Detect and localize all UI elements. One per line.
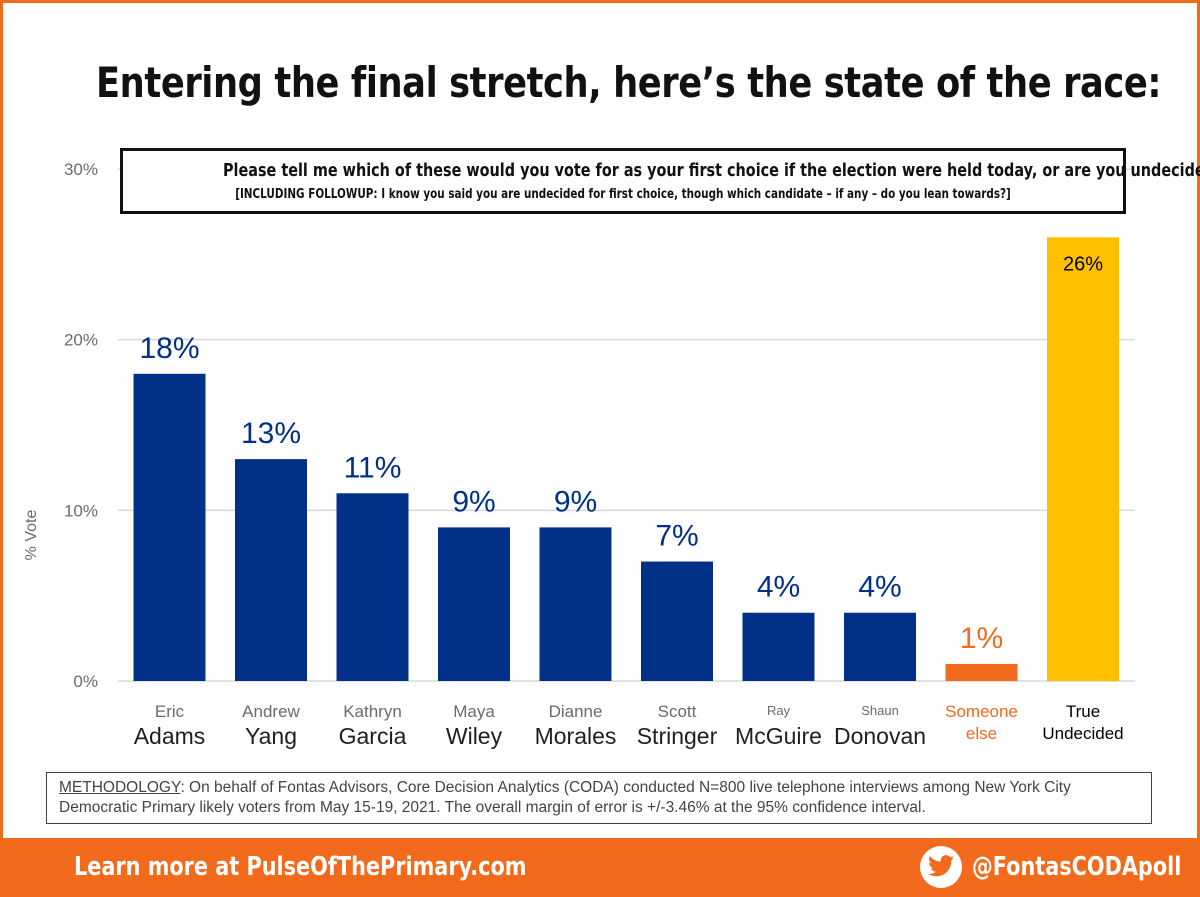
x-axis-labels: Eric Adams Andrew Yang Kathryn Garcia Maya Wile… [134, 702, 1124, 749]
data-label: 4% [858, 571, 901, 604]
y-axis-label: % Vote [23, 510, 40, 561]
y-tick-label: 10% [64, 501, 98, 520]
x-label-bottom: Morales [535, 723, 617, 749]
methodology-label: METHODOLOGY [59, 779, 181, 796]
bar [945, 663, 1018, 681]
data-label: 9% [554, 485, 597, 518]
data-label: 7% [655, 520, 698, 553]
x-label-bottom: Donovan [834, 723, 926, 749]
bar-chart: 0% 10% 20% 30% % Vote 18% 13% 11% 9% 9% 7% 4% 4% 1%… [23, 160, 1135, 749]
bars [133, 237, 1119, 681]
x-label-top: True [1066, 702, 1100, 721]
x-label-bottom: Yang [245, 723, 297, 749]
methodology-text: : On behalf of Fontas Advisors, Core Dec… [59, 779, 1071, 816]
x-label-top: Shaun [861, 703, 899, 718]
x-label-bottom: Wiley [446, 723, 503, 749]
x-label-top: Kathryn [343, 702, 402, 721]
question-text: Please tell me which of these would you … [223, 160, 1200, 181]
data-label: 11% [344, 451, 402, 484]
data-label: 4% [757, 571, 800, 604]
data-label: 1% [960, 622, 1003, 655]
bar [235, 459, 307, 681]
bar [1047, 237, 1119, 681]
y-tick-label: 20% [64, 331, 98, 350]
question-followup-text: [INCLUDING FOLLOWUP: I know you said you… [235, 187, 1011, 202]
x-label-bottom: Adams [134, 723, 206, 749]
bar [336, 493, 409, 681]
y-tick-label: 30% [64, 160, 98, 179]
data-labels: 18% 13% 11% 9% 9% 7% 4% 4% 1% 26% [139, 253, 1103, 655]
methodology-note: METHODOLOGY: On behalf of Fontas Advisor… [46, 772, 1152, 824]
x-label-bottom: else [966, 724, 997, 743]
x-label-top: Ray [767, 703, 791, 718]
twitter-bird-icon [920, 846, 962, 888]
question-box: Please tell me which of these would you … [120, 148, 1200, 214]
x-label-top: Maya [453, 702, 495, 721]
data-label: 18% [139, 332, 199, 365]
x-label-bottom: Stringer [637, 723, 718, 749]
x-label-top: Scott [658, 702, 697, 721]
data-label: 26% [1063, 253, 1103, 275]
x-label-top: Dianne [549, 702, 603, 721]
footer-website-link[interactable]: Learn more at PulseOfThePrimary.com [74, 852, 527, 882]
x-label-top: Someone [945, 702, 1018, 721]
x-label-top: Eric [155, 702, 185, 721]
y-axis-ticks: 0% 10% 20% 30% [64, 160, 98, 691]
x-label-bottom: Undecided [1042, 724, 1123, 743]
x-label-bottom: McGuire [735, 723, 822, 749]
bar [742, 612, 815, 681]
page-title: Entering the final stretch, here’s the s… [96, 58, 1162, 107]
footer-twitter-handle[interactable]: @FontasCODApoll [972, 852, 1182, 882]
bar [539, 527, 612, 681]
data-label: 13% [241, 417, 301, 450]
bar [844, 612, 916, 681]
data-label: 9% [452, 485, 495, 518]
y-tick-label: 0% [73, 672, 98, 691]
x-label-bottom: Garcia [339, 723, 407, 749]
bar [133, 373, 206, 681]
bar [641, 561, 713, 681]
x-label-top: Andrew [242, 702, 300, 721]
footer-bar: Learn more at PulseOfThePrimary.com @Fon… [0, 838, 1200, 897]
bar [438, 527, 510, 681]
